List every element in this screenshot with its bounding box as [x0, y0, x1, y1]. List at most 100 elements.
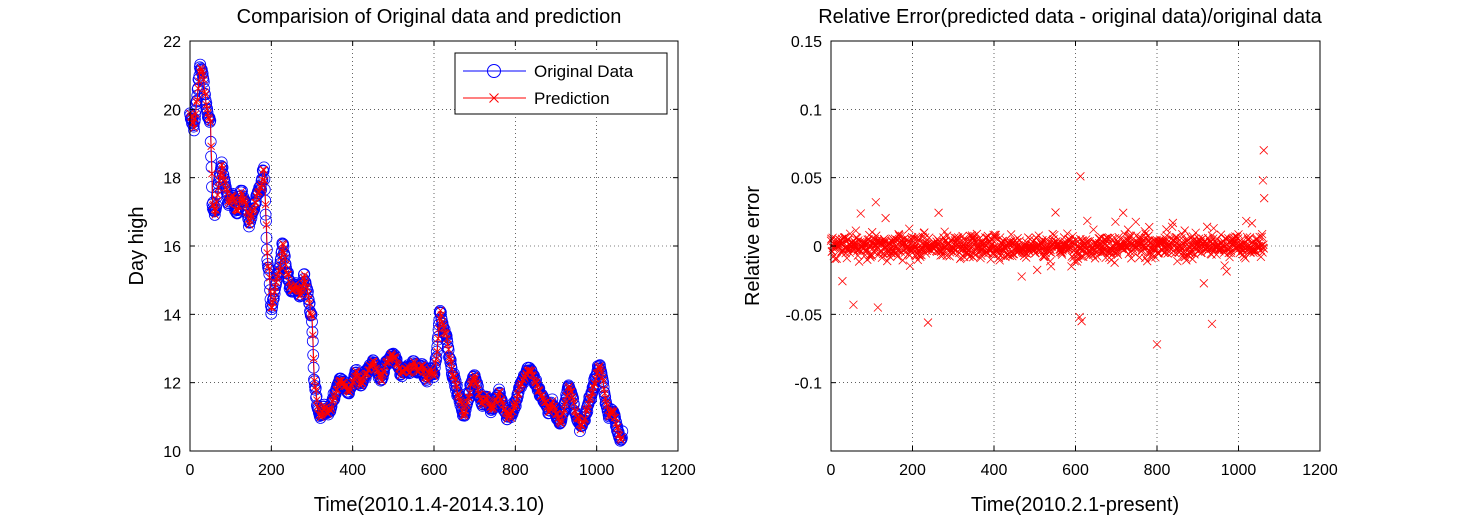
relative-error-point: [1125, 233, 1134, 243]
relative-error-point: [1207, 231, 1217, 240]
prediction-point: [487, 405, 496, 414]
prediction-point: [438, 318, 446, 326]
left-x-axis-label: Time(2010.1.4-2014.3.10): [314, 494, 545, 516]
prediction-point: [226, 195, 235, 204]
left-y-tick-label: 10: [163, 444, 181, 461]
prediction-point: [284, 270, 293, 279]
left-x-tick-label: 800: [502, 462, 529, 479]
relative-error-point: [1031, 248, 1040, 258]
relative-error-point: [863, 235, 872, 244]
prediction-point: [316, 410, 324, 419]
right-x-tick-label: 1200: [1302, 462, 1338, 479]
prediction-point: [214, 183, 223, 192]
relative-error-point: [1223, 243, 1232, 253]
right-x-tick-label: 1000: [1221, 462, 1257, 479]
prediction-point: [609, 408, 617, 417]
relative-error-point: [832, 254, 841, 263]
prediction-point: [221, 184, 230, 192]
prediction-point: [532, 378, 541, 387]
prediction-point: [500, 405, 509, 414]
relative-error-point: [1152, 340, 1162, 349]
prediction-point: [249, 206, 258, 215]
relative-error-point: [1216, 230, 1226, 239]
relative-error-point: [972, 229, 982, 239]
series-original-data: [184, 58, 629, 447]
prediction-point: [194, 84, 202, 93]
prediction-point: [472, 379, 481, 387]
prediction-point: [250, 205, 259, 213]
legend-prediction-label: Prediction: [534, 89, 610, 108]
prediction-point: [252, 192, 261, 201]
relative-error-point: [1089, 225, 1098, 234]
prediction-point: [191, 110, 200, 118]
right-x-tick-label: 400: [981, 462, 1008, 479]
prediction-point: [442, 330, 451, 338]
relative-error-point: [1127, 254, 1136, 263]
prediction-point: [269, 298, 277, 307]
prediction-point: [246, 217, 255, 225]
prediction-point: [588, 387, 597, 396]
prediction-point: [465, 389, 474, 397]
prediction-point: [264, 262, 272, 270]
relative-error-point: [1107, 234, 1117, 244]
relative-error-point: [1065, 236, 1075, 246]
relative-error-point: [1163, 249, 1172, 258]
prediction-point: [281, 254, 289, 263]
prediction-point: [254, 188, 263, 196]
prediction-point: [238, 190, 246, 199]
relative-error-point: [1118, 208, 1128, 218]
relative-error-point: [1245, 233, 1255, 242]
prediction-point: [215, 176, 224, 185]
relative-error-point: [838, 276, 847, 286]
prediction-point: [263, 249, 272, 257]
relative-error-point: [1241, 216, 1251, 226]
prediction-point: [267, 303, 276, 312]
relative-error-point: [873, 303, 883, 312]
relative-error-point: [856, 209, 866, 218]
relative-error-point: [1259, 146, 1269, 155]
prediction-point: [212, 206, 220, 214]
prediction-point: [446, 355, 455, 364]
prediction-point: [195, 77, 203, 85]
original-data-point: [530, 374, 542, 386]
prediction-point: [452, 381, 461, 390]
prediction-point: [586, 394, 594, 403]
prediction-point: [462, 401, 471, 409]
prediction-point: [271, 283, 280, 292]
prediction-point: [550, 402, 559, 411]
prediction-point: [265, 264, 273, 273]
relative-error-point: [881, 213, 890, 223]
relative-error-point: [1182, 256, 1191, 265]
prediction-point: [579, 418, 588, 427]
original-data-point: [278, 250, 291, 263]
prediction-point: [447, 358, 455, 367]
right-x-tick-label: 200: [899, 462, 926, 479]
prediction-point: [229, 192, 237, 201]
relative-error-point: [1179, 252, 1188, 262]
relative-error-point: [1032, 265, 1042, 275]
prediction-point: [358, 379, 367, 387]
relative-error-point: [1120, 230, 1130, 239]
relative-error-point: [967, 231, 977, 240]
prediction-point: [291, 280, 300, 289]
prediction-point: [320, 401, 329, 410]
prediction-point: [377, 375, 385, 384]
prediction-point: [313, 396, 321, 404]
prediction-point: [445, 353, 454, 362]
prediction-point: [200, 75, 208, 84]
legend-prediction-marker: [489, 93, 499, 103]
prediction-point: [190, 124, 198, 132]
prediction-point: [260, 166, 268, 174]
relative-error-point: [1151, 252, 1160, 262]
prediction-point: [475, 390, 484, 399]
relative-error-point: [1180, 226, 1189, 235]
prediction-point: [330, 394, 339, 403]
prediction-point: [208, 169, 216, 178]
right-y-tick-label: 0.15: [791, 34, 822, 51]
original-data-point: [236, 184, 249, 197]
relative-error-point: [991, 230, 1000, 240]
prediction-point: [278, 247, 286, 256]
prediction-point: [557, 417, 566, 425]
relative-error-point: [1131, 217, 1141, 227]
relative-error-point: [883, 249, 892, 258]
